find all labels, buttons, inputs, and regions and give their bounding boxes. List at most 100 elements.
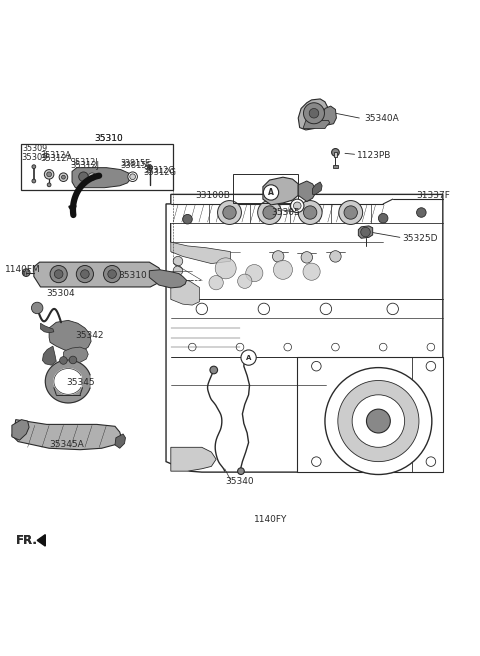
Circle shape xyxy=(330,251,341,262)
Polygon shape xyxy=(166,194,443,472)
Circle shape xyxy=(312,457,321,466)
Polygon shape xyxy=(359,226,372,238)
Text: 35325D: 35325D xyxy=(402,234,438,243)
Text: 35312A: 35312A xyxy=(40,154,73,163)
Circle shape xyxy=(32,165,36,169)
Polygon shape xyxy=(72,168,131,188)
Circle shape xyxy=(387,303,398,315)
Text: 35310: 35310 xyxy=(95,134,123,142)
Text: 33815E: 33815E xyxy=(120,159,151,169)
Circle shape xyxy=(426,361,436,371)
Bar xyxy=(333,165,338,168)
Polygon shape xyxy=(171,223,230,264)
Circle shape xyxy=(378,213,388,223)
Circle shape xyxy=(236,343,244,351)
Text: 33100B: 33100B xyxy=(195,191,230,200)
Circle shape xyxy=(344,206,358,219)
Circle shape xyxy=(312,361,321,371)
Circle shape xyxy=(263,206,276,219)
Polygon shape xyxy=(322,106,336,125)
Text: 35345A: 35345A xyxy=(49,440,84,449)
Text: 1123PB: 1123PB xyxy=(357,151,391,160)
Polygon shape xyxy=(12,420,29,440)
Circle shape xyxy=(183,215,192,224)
Circle shape xyxy=(238,468,244,474)
Text: 35309: 35309 xyxy=(22,153,48,161)
Circle shape xyxy=(309,108,319,118)
Polygon shape xyxy=(303,121,330,129)
Text: 35305: 35305 xyxy=(271,208,300,217)
Circle shape xyxy=(320,303,332,315)
Text: 35312G: 35312G xyxy=(144,168,177,177)
Circle shape xyxy=(426,457,436,466)
Circle shape xyxy=(379,343,387,351)
Polygon shape xyxy=(42,346,56,365)
Circle shape xyxy=(173,266,183,276)
Polygon shape xyxy=(297,357,443,472)
Circle shape xyxy=(108,270,116,278)
Polygon shape xyxy=(171,278,199,305)
Circle shape xyxy=(352,395,405,447)
Circle shape xyxy=(148,165,153,170)
Circle shape xyxy=(69,356,77,364)
Circle shape xyxy=(332,148,339,156)
Circle shape xyxy=(298,201,322,224)
Text: 35312J: 35312J xyxy=(71,161,99,171)
Text: 35309: 35309 xyxy=(23,144,48,153)
Text: FR.: FR. xyxy=(16,534,38,547)
Text: 1140FY: 1140FY xyxy=(254,516,288,524)
Polygon shape xyxy=(171,447,216,471)
Text: 31337F: 31337F xyxy=(417,191,450,200)
Bar xyxy=(334,152,337,157)
Polygon shape xyxy=(312,182,322,194)
Circle shape xyxy=(301,252,312,263)
Circle shape xyxy=(60,357,67,364)
Text: FR.: FR. xyxy=(16,534,38,547)
Text: 35312A: 35312A xyxy=(40,151,71,160)
Circle shape xyxy=(417,208,426,217)
Circle shape xyxy=(264,185,279,200)
Circle shape xyxy=(303,206,317,219)
Circle shape xyxy=(88,173,96,180)
Circle shape xyxy=(366,409,390,433)
Text: A: A xyxy=(246,355,251,361)
Text: 35312J: 35312J xyxy=(71,158,98,167)
Text: 35340: 35340 xyxy=(226,477,254,486)
Circle shape xyxy=(59,173,68,182)
Circle shape xyxy=(338,380,419,462)
Text: 35310: 35310 xyxy=(118,271,147,280)
Circle shape xyxy=(217,201,241,224)
Circle shape xyxy=(196,303,207,315)
Circle shape xyxy=(32,179,36,183)
Polygon shape xyxy=(12,420,121,450)
Polygon shape xyxy=(115,434,125,448)
Circle shape xyxy=(274,260,292,279)
Circle shape xyxy=(23,269,30,276)
Circle shape xyxy=(258,303,270,315)
Bar xyxy=(22,144,173,190)
Polygon shape xyxy=(49,320,91,353)
Circle shape xyxy=(273,251,284,262)
Polygon shape xyxy=(37,535,45,546)
Circle shape xyxy=(339,201,363,224)
Circle shape xyxy=(47,183,51,187)
Circle shape xyxy=(258,201,281,224)
Circle shape xyxy=(223,206,236,219)
Circle shape xyxy=(361,228,370,237)
Circle shape xyxy=(79,172,88,182)
Circle shape xyxy=(81,270,89,278)
Circle shape xyxy=(76,266,94,283)
Polygon shape xyxy=(63,347,88,362)
Text: 35312G: 35312G xyxy=(144,166,175,175)
Text: 35342: 35342 xyxy=(75,331,104,340)
Circle shape xyxy=(61,175,65,179)
Text: 33815E: 33815E xyxy=(120,161,153,171)
Polygon shape xyxy=(54,369,81,394)
Polygon shape xyxy=(40,323,54,333)
Circle shape xyxy=(104,266,120,283)
Circle shape xyxy=(427,343,435,351)
Circle shape xyxy=(303,103,324,124)
Text: A: A xyxy=(268,188,274,197)
Circle shape xyxy=(332,343,339,351)
Circle shape xyxy=(44,169,54,179)
